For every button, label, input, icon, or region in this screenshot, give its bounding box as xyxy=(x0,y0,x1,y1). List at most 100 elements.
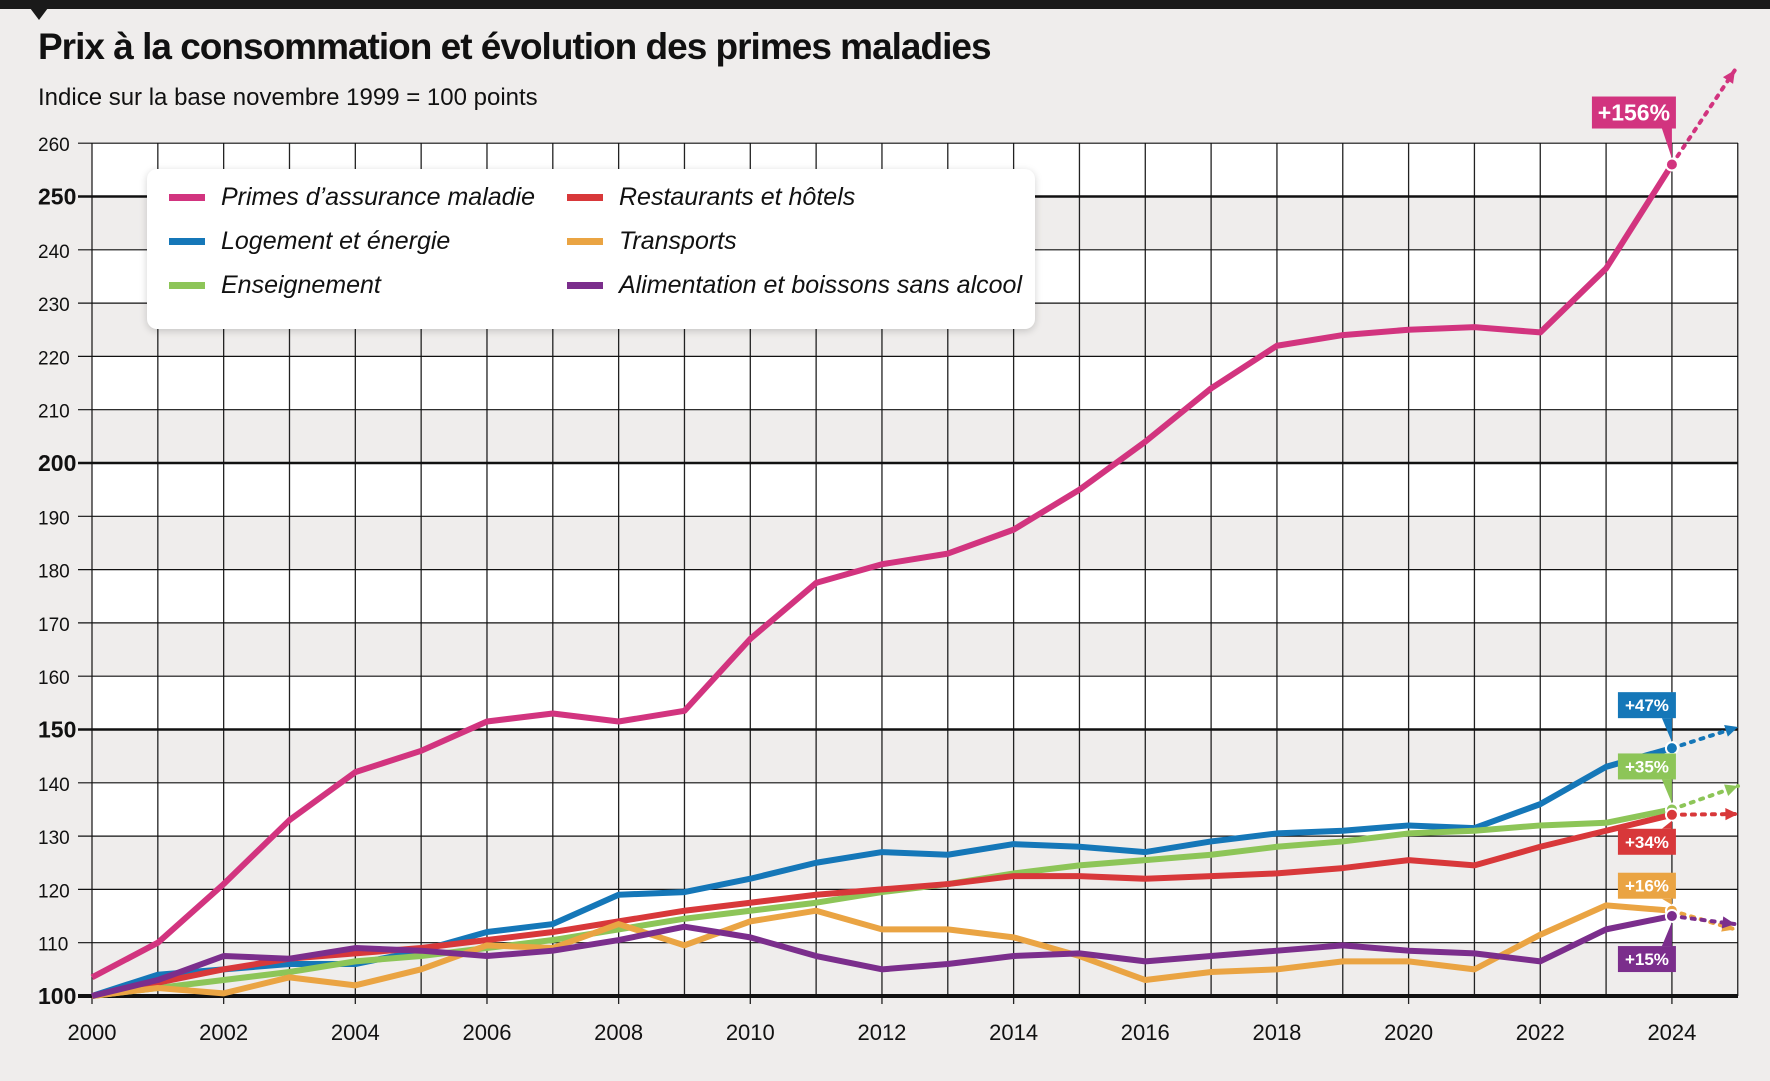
x-tick-label: 2004 xyxy=(331,1020,380,1045)
y-tick-label: 140 xyxy=(38,775,70,796)
legend-swatch xyxy=(169,282,205,289)
grid-band xyxy=(92,409,1738,463)
end-label-text: +34% xyxy=(1625,833,1669,852)
grid-band xyxy=(92,356,1738,410)
trend-arrow-line xyxy=(1669,68,1737,167)
chart-title: Prix à la consommation et évolution des … xyxy=(38,26,992,67)
legend-item-transports: Transports xyxy=(567,227,737,256)
y-tick-label: 130 xyxy=(38,828,70,849)
legend-swatch xyxy=(567,238,603,245)
end-label-text: +16% xyxy=(1625,877,1669,896)
x-tick-label: 2022 xyxy=(1516,1020,1565,1045)
grid-band xyxy=(92,463,1738,517)
grid-band xyxy=(92,729,1738,783)
x-tick-label: 2018 xyxy=(1252,1020,1301,1045)
arrow-head-icon xyxy=(1722,70,1735,84)
end-label-box xyxy=(1617,828,1676,855)
series-line xyxy=(91,902,1673,999)
end-label-text: +15% xyxy=(1625,950,1669,969)
end-label: +15% xyxy=(1617,922,1676,973)
end-label-box xyxy=(1617,753,1676,780)
grid-band xyxy=(92,676,1738,730)
end-label-pointer xyxy=(1661,128,1672,159)
x-tick-label: 2002 xyxy=(199,1020,248,1045)
x-tick-label: 2008 xyxy=(594,1020,643,1045)
arrow-head-icon xyxy=(1725,808,1738,821)
end-point-marker xyxy=(1664,807,1679,822)
end-label: +35% xyxy=(1617,753,1676,804)
end-label-box xyxy=(1591,96,1676,129)
y-tick-label: 110 xyxy=(38,935,68,956)
y-tick-label: 150 xyxy=(38,717,76,743)
y-tick-label: 200 xyxy=(38,450,76,476)
arrow-head-icon xyxy=(1724,784,1738,796)
series-line xyxy=(90,162,1675,980)
y-tick-label: 100 xyxy=(38,983,76,1009)
legend: Primes d’assurance maladie Logement et é… xyxy=(147,169,1035,329)
end-point-marker xyxy=(1664,741,1679,756)
x-tick-label: 2020 xyxy=(1384,1020,1433,1045)
legend-label: Transports xyxy=(619,227,737,255)
legend-item-restaurants: Restaurants et hôtels xyxy=(567,183,855,212)
y-tick-label: 210 xyxy=(38,402,70,423)
y-tick-label: 260 xyxy=(38,135,70,156)
end-label-pointer xyxy=(1661,779,1672,804)
trend-arrow-line xyxy=(1669,725,1740,751)
end-label-pointer xyxy=(1661,820,1672,829)
x-tick-label: 2010 xyxy=(726,1020,775,1045)
y-tick-label: 180 xyxy=(38,562,70,583)
end-label-pointer xyxy=(1661,898,1672,905)
y-tick-label: 160 xyxy=(38,668,70,689)
legend-label: Logement et énergie xyxy=(221,227,451,255)
top-notch xyxy=(30,8,48,20)
legend-label: Alimentation et boissons sans alcool xyxy=(619,271,1023,299)
legend-swatch xyxy=(567,194,603,201)
legend-swatch xyxy=(169,238,205,245)
arrow-head-icon xyxy=(1721,916,1735,929)
end-label-pointer xyxy=(1661,718,1672,743)
chart-subtitle: Indice sur la base novembre 1999 = 100 p… xyxy=(38,84,538,111)
grid-band xyxy=(92,622,1738,677)
series-line xyxy=(91,913,1673,999)
end-label-text: +35% xyxy=(1625,757,1669,776)
x-tick-label: 2006 xyxy=(463,1020,512,1045)
end-point-marker xyxy=(1664,909,1679,924)
x-tick-label: 2024 xyxy=(1647,1020,1696,1045)
x-tick-label: 2012 xyxy=(857,1020,906,1045)
series-line xyxy=(91,811,1673,999)
end-point-marker xyxy=(1664,157,1679,172)
grid-band xyxy=(92,569,1738,623)
legend-label: Restaurants et hôtels xyxy=(619,183,856,211)
y-tick-label: 230 xyxy=(38,295,70,316)
grid-band xyxy=(92,889,1738,943)
end-label: +34% xyxy=(1617,820,1676,855)
legend-item-enseignement: Enseignement xyxy=(169,271,381,300)
arrow-head-icon xyxy=(1724,725,1738,737)
y-tick-label: 120 xyxy=(38,881,70,902)
legend-label: Enseignement xyxy=(221,271,381,299)
y-tick-label: 170 xyxy=(38,615,70,636)
end-label-box xyxy=(1617,946,1676,973)
legend-item-alimentation: Alimentation et boissons sans alcool xyxy=(567,271,1022,300)
x-tick-label: 2016 xyxy=(1121,1020,1170,1045)
legend-item-logement: Logement et énergie xyxy=(169,227,450,256)
top-bar xyxy=(0,0,1770,9)
end-label-box xyxy=(1617,692,1676,719)
y-tick-label: 190 xyxy=(38,508,70,529)
end-label-pointer xyxy=(1661,922,1672,947)
end-label: +16% xyxy=(1617,872,1676,905)
x-tick-label: 2014 xyxy=(989,1020,1038,1045)
end-label-text: +156% xyxy=(1598,100,1670,126)
legend-swatch xyxy=(169,194,205,201)
y-tick-label: 220 xyxy=(38,348,70,369)
y-tick-label: 250 xyxy=(38,184,76,210)
legend-label: Primes d’assurance maladie xyxy=(221,183,536,211)
end-label: +47% xyxy=(1617,692,1676,743)
x-tick-label: 2000 xyxy=(68,1020,117,1045)
legend-item-primes: Primes d’assurance maladie xyxy=(169,183,535,212)
end-label: +156% xyxy=(1591,96,1676,159)
legend-swatch xyxy=(567,282,603,289)
end-label-box xyxy=(1617,872,1676,899)
end-label-text: +47% xyxy=(1625,696,1669,715)
